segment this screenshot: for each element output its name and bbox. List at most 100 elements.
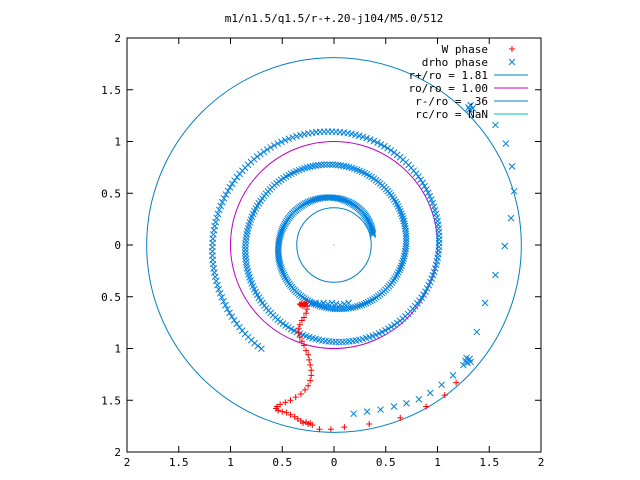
drho-point-145 [369,296,376,304]
w-point-25 [305,382,312,389]
drho-point-503 [415,395,423,403]
drho-point-324 [385,325,392,333]
drho-point-164 [398,262,405,269]
w-point-36 [283,409,290,416]
w-point-46 [316,426,323,433]
drho-point-325 [388,323,395,331]
x-tick-label-4: 0 [331,456,338,469]
drho-point-363 [430,203,438,211]
drho-point-98 [280,271,288,279]
w-point-14 [295,329,302,336]
drho-point-494 [507,214,515,222]
drho-point-428 [226,184,234,191]
drho-point-216 [334,161,342,169]
drho-point-100 [282,275,290,283]
drho-point-371 [417,176,424,184]
drho-point-426 [231,177,238,184]
legend-label-4: r-/ro = .36 [415,95,488,108]
w-point-6 [303,299,310,306]
drho-point-326 [390,321,398,329]
drho-point-453 [215,285,223,293]
drho-point-341 [425,281,433,289]
drho-point-431 [220,194,228,202]
drho-point-504 [403,400,410,407]
drho-point-180 [401,222,409,230]
drho-point-54 [303,199,310,207]
w-point-22 [308,367,315,374]
drho-point-408 [289,134,297,141]
w-point-15 [296,334,303,341]
drho-point-91 [276,258,283,266]
drho-point-183 [399,215,407,222]
w-point-9 [303,310,310,317]
drho-point-174 [402,237,410,245]
drho-point-414 [267,144,274,151]
drho-point-417 [257,150,264,158]
drho-point-142 [362,299,370,307]
drho-point-220 [323,161,331,168]
drho-point-415 [263,146,271,153]
drho-point-500 [449,372,457,379]
drho-point-222 [317,161,325,169]
w-point-38 [291,413,298,420]
w-point-53 [453,379,460,386]
drho-point-427 [228,180,236,188]
drho-point-213 [343,163,350,170]
drho-point-367 [424,189,432,197]
w-point-28 [292,394,299,401]
drho-point-372 [415,173,422,180]
w-point-51 [423,403,430,410]
drho-point-459 [226,309,233,317]
drho-point-73 [279,224,287,231]
drho-point-485 [467,358,474,366]
drho-point-410 [281,136,289,144]
drho-point-95 [278,266,285,273]
x-tick-label-2: 1 [227,456,234,469]
legend-label-5: rc/ro = NaN [415,108,488,121]
drho-point-143 [364,298,372,306]
drho-point-337 [418,294,425,301]
drho-point-458 [224,305,231,313]
w-point-39 [294,415,301,422]
drho-point-340 [423,285,431,292]
drho-point-76 [277,229,285,237]
drho-point-214 [340,162,348,170]
legend-key-1 [508,58,516,66]
drho-point-365 [427,196,435,203]
drho-point-471 [345,299,352,307]
drho-point-218 [329,161,336,169]
drho-point-434 [215,206,223,214]
drho-point-411 [278,138,285,146]
w-point-50 [397,414,404,421]
drho-point-364 [429,199,436,207]
x-tick-label-5: 0.5 [376,456,396,469]
drho-point-383 [384,144,391,152]
w-point-26 [302,386,309,393]
w-point-29 [287,397,294,404]
legend-label-2: r+/ro = 1.81 [409,69,488,82]
drho-point-369 [421,182,428,190]
w-point-21 [307,362,314,369]
drho-point-489 [466,106,473,113]
drho-point-53 [304,198,312,206]
drho-point-370 [419,179,427,187]
drho-point-479 [312,299,319,307]
w-point-48 [341,424,348,431]
drho-point-462 [233,320,241,328]
x-tick-label-1: 1.5 [169,456,189,469]
drho-point-382 [387,146,395,154]
drho-point-219 [326,161,334,168]
drho-point-94 [277,264,285,271]
drho-point-368 [423,186,430,193]
drho-point-96 [278,267,286,275]
drho-point-71 [281,220,289,228]
w-point-45 [309,422,316,429]
drho-point-438 [211,222,219,230]
drho-point-508 [350,410,358,418]
drho-point-404 [304,130,312,137]
drho-point-262 [242,240,249,247]
drho-point-456 [220,297,227,305]
drho-point-384 [380,142,388,150]
axes: 2 1.5 1 0.5 0 0.5 1 1.5 221.510.500.511.52 [101,32,544,469]
drho-point-175 [402,235,410,243]
